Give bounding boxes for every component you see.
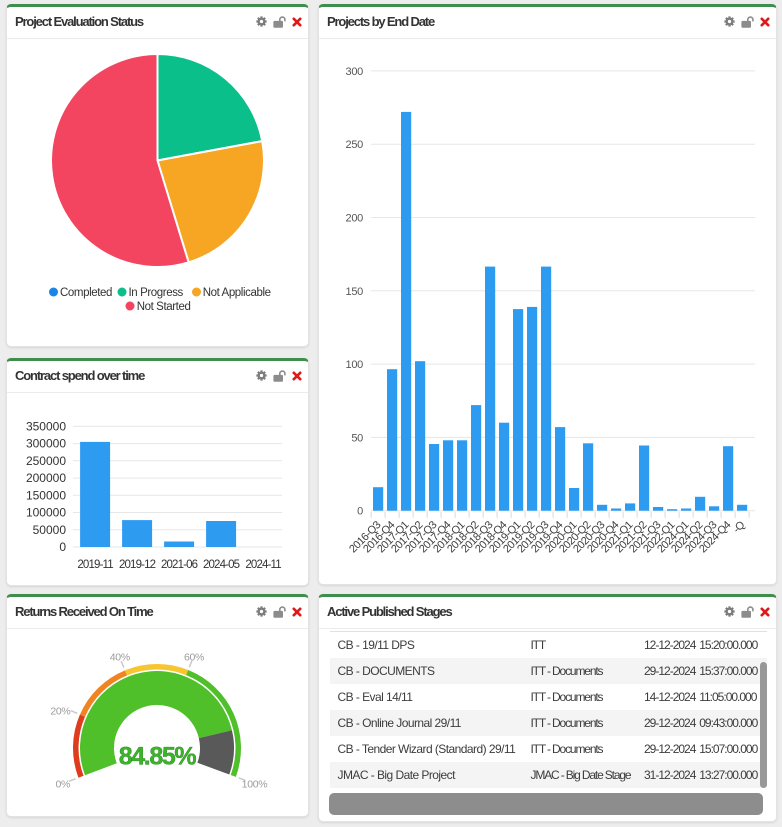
svg-text:Completed: Completed xyxy=(60,287,112,299)
svg-text:-Q: -Q xyxy=(731,519,748,536)
svg-text:0: 0 xyxy=(357,506,363,518)
svg-text:2021-06: 2021-06 xyxy=(161,559,198,571)
svg-text:40%: 40% xyxy=(110,651,130,663)
svg-text:50: 50 xyxy=(351,432,363,444)
svg-text:250000: 250000 xyxy=(26,454,66,468)
svg-text:100000: 100000 xyxy=(26,506,66,520)
svg-text:2019-12: 2019-12 xyxy=(119,559,156,571)
svg-text:150: 150 xyxy=(346,286,364,298)
svg-text:Not Started: Not Started xyxy=(137,301,191,313)
svg-text:200: 200 xyxy=(346,213,364,225)
svg-text:300000: 300000 xyxy=(26,437,66,451)
svg-text:300: 300 xyxy=(346,66,364,78)
svg-text:250: 250 xyxy=(346,139,364,151)
svg-text:2024-11: 2024-11 xyxy=(245,559,281,571)
svg-text:0: 0 xyxy=(59,540,66,554)
svg-text:Not Applicable: Not Applicable xyxy=(203,287,271,299)
svg-text:60%: 60% xyxy=(184,651,204,663)
svg-text:350000: 350000 xyxy=(26,419,66,433)
svg-text:200000: 200000 xyxy=(26,471,66,485)
svg-text:150000: 150000 xyxy=(26,488,66,502)
svg-text:100%: 100% xyxy=(242,779,268,791)
svg-text:2019-11: 2019-11 xyxy=(77,559,113,571)
svg-text:100: 100 xyxy=(346,359,364,371)
svg-text:In Progress: In Progress xyxy=(129,287,184,299)
svg-text:0%: 0% xyxy=(56,779,71,791)
svg-text:2024-05: 2024-05 xyxy=(203,559,240,571)
svg-text:50000: 50000 xyxy=(33,523,67,537)
svg-text:84.85%: 84.85% xyxy=(119,743,197,771)
svg-text:20%: 20% xyxy=(50,706,70,718)
